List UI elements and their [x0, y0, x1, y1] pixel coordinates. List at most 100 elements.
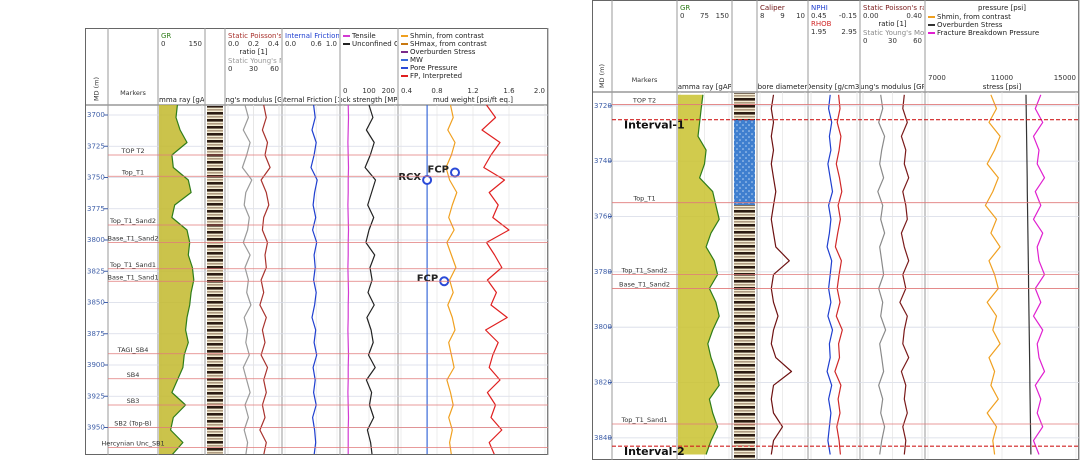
track-body — [159, 104, 203, 454]
x-tick-label: 1.2 — [467, 87, 478, 95]
x-tick-label: 0.0 — [285, 40, 296, 48]
x-tick-label: 0.40 — [906, 12, 922, 20]
track-body: RCX FCP FCP — [398, 104, 546, 454]
track-body — [227, 104, 280, 454]
y-tick-label: 3820 — [594, 379, 612, 387]
y-tick-label: 3925 — [87, 392, 105, 400]
track-header: GR0 75 150 Gamma ray [gAPI] — [672, 4, 737, 91]
x-tick-label: 60 — [913, 37, 922, 45]
track-title: stress [psi] — [983, 83, 1022, 91]
point-label: FCP — [428, 165, 450, 176]
series-name: RHOB — [811, 20, 832, 28]
track-title: Rock strength [MPa] — [334, 96, 405, 104]
interval-label: Interval-2 — [624, 445, 685, 458]
y-tick-label: 3740 — [594, 157, 612, 165]
legend-label: SHmax, from contrast — [410, 40, 487, 48]
track-body — [759, 92, 806, 459]
marker-label: Base_T1_Sand2 — [108, 235, 159, 243]
lithology-column — [207, 106, 223, 454]
track-title: Density [g/cm3] — [806, 83, 862, 91]
point-label: RCX — [398, 172, 421, 183]
x-tick-label: 30 — [249, 65, 258, 73]
log-curve — [241, 104, 253, 454]
x-tick-label: 0.2 — [248, 40, 259, 48]
legend-label: Shmin, from contrast — [410, 32, 484, 40]
marker-label: Top_T1_Sand1 — [109, 261, 156, 269]
x-tick-label: 75 — [700, 12, 709, 20]
track-title: mud weight [psi/ft eq.] — [433, 96, 513, 104]
track-body — [284, 104, 338, 454]
curve-fill — [159, 105, 194, 454]
x-tick-label: 2.0 — [534, 87, 545, 95]
marker-label: Top_T1_Sand2 — [109, 217, 156, 225]
legend-label: Unconfined Compressive Strength — [352, 40, 472, 48]
legend-label: Pore Pressure — [410, 64, 457, 72]
series-name: Static Poisson's ratio — [228, 32, 300, 40]
x-tick-label: -0.15 — [839, 12, 857, 20]
lithology-column-blue — [734, 120, 755, 205]
y-tick-label: 3760 — [594, 213, 612, 221]
y-tick-label: 3750 — [87, 174, 105, 182]
x-tick-label: 11000 — [991, 74, 1013, 82]
x-tick-label: 2.95 — [841, 28, 857, 36]
y-tick-label: 3825 — [87, 267, 105, 275]
x-tick-label: 0 — [680, 12, 684, 20]
legend-label: MW — [410, 56, 423, 64]
log-curve — [259, 104, 271, 454]
depth-axis-title: MD (m) — [93, 77, 101, 101]
log-curve — [310, 104, 318, 454]
x-tick-label: 0 — [161, 40, 165, 48]
log-curve — [481, 104, 510, 454]
x-tick-label: 8 — [760, 12, 764, 20]
x-tick-label: 60 — [270, 65, 279, 73]
x-tick-label: 7000 — [928, 74, 946, 82]
y-tick-label: 3900 — [87, 361, 105, 369]
y-tick-label: 3875 — [87, 330, 105, 338]
series-name: NPHI — [811, 4, 828, 12]
track-title: Gamma ray [gAPI] — [149, 96, 214, 104]
marker-label: TOP T2 — [632, 96, 656, 104]
legend-label: Overburden Stress — [410, 48, 476, 56]
x-tick-label: 0.4 — [268, 40, 280, 48]
marker-label: Base_T1_Sand2 — [619, 280, 670, 288]
track-caption: pressure [psi] — [978, 4, 1026, 12]
log-curve — [445, 104, 458, 454]
point-label: FCP — [417, 273, 439, 284]
track-title: Gamma ray [gAPI] — [672, 83, 737, 91]
x-tick-label: 0.0 — [228, 40, 239, 48]
marker-label: Hercynian Unc_SB1 — [101, 440, 164, 448]
x-tick-label: 150 — [189, 40, 202, 48]
legend-label: Overburden Stress — [937, 21, 1003, 29]
x-tick-label: 0.6 — [311, 40, 323, 48]
x-tick-label: 1.0 — [326, 40, 337, 48]
log-curve — [364, 104, 377, 454]
track-title: bore diameter — [758, 83, 808, 91]
marker-label: SB3 — [127, 397, 140, 405]
interval-label: Interval-1 — [624, 119, 685, 132]
x-tick-label: 0.8 — [431, 87, 442, 95]
series-unit: ratio [1] — [239, 48, 268, 56]
series-name: Static Poisson's ratio — [863, 4, 935, 12]
x-tick-label: 0 — [228, 65, 232, 73]
marker-label: Top_T1 — [632, 195, 655, 203]
marker-label: Top_T1 — [121, 168, 144, 176]
x-tick-label: 0.00 — [863, 12, 879, 20]
marker-label: SB4 — [127, 371, 140, 379]
x-tick-label: 100 — [362, 87, 375, 95]
y-tick-label: 3720 — [594, 102, 612, 110]
marker-label: TAGI_SB4 — [117, 346, 149, 354]
markers-title: Markers — [120, 89, 146, 97]
series-unit: ratio [1] — [878, 20, 907, 28]
track-body — [810, 92, 858, 459]
legend-label: FP, Interpreted — [410, 72, 462, 80]
marker-label: Base_T1_Sand1 — [108, 273, 159, 281]
data-point — [450, 167, 460, 178]
y-tick-label: 3780 — [594, 268, 612, 276]
x-tick-label: 30 — [888, 37, 897, 45]
